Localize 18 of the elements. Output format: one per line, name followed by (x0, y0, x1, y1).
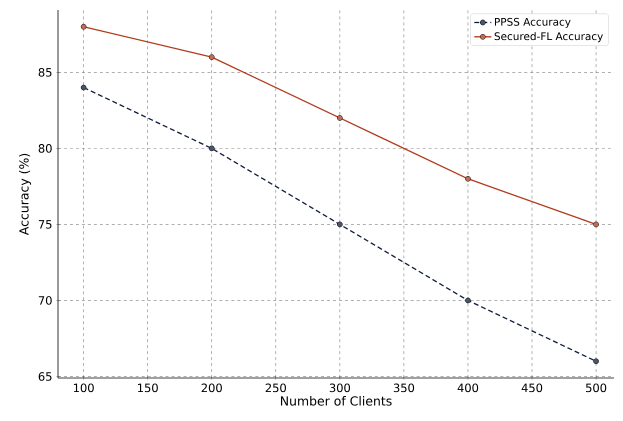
y-axis-title: Accuracy (%) (19, 154, 32, 236)
x-axis-title: Number of Clients (280, 396, 392, 406)
y-tick-label: 70 (38, 296, 52, 305)
legend-label: Secured-FL Accuracy (494, 32, 603, 42)
x-tick-label: 250 (266, 384, 286, 392)
y-tick-label: 85 (38, 68, 52, 77)
x-tick-label: 100 (74, 384, 94, 392)
x-tick-label: 350 (394, 384, 414, 392)
y-tick-label: 75 (38, 220, 52, 229)
x-tick-label: 450 (522, 384, 542, 392)
x-tick-label: 200 (202, 384, 222, 392)
x-tick-label: 500 (586, 384, 606, 392)
x-tick-label: 150 (138, 384, 158, 392)
x-tick-label: 400 (458, 384, 478, 392)
x-tick-label: 300 (330, 384, 350, 392)
y-tick-label: 65 (38, 372, 52, 381)
legend-label: PPSS Accuracy (494, 18, 571, 28)
y-tick-label: 80 (38, 144, 52, 153)
